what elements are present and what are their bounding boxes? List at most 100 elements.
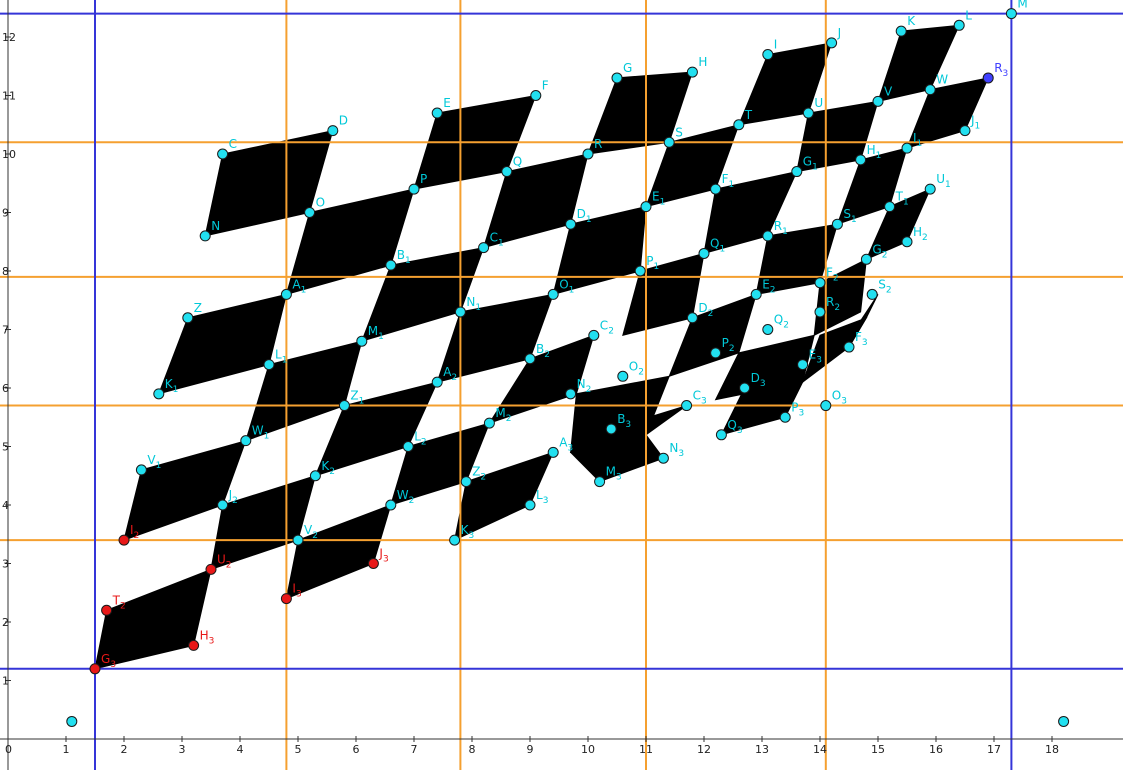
- point-Q2[interactable]: [762, 324, 774, 335]
- point-J3[interactable]: [367, 558, 379, 569]
- point-C1[interactable]: [478, 242, 490, 254]
- point-label-O3: O3: [832, 389, 847, 407]
- point-S1[interactable]: [831, 218, 843, 230]
- point-L2[interactable]: [402, 441, 414, 452]
- point-U[interactable]: [802, 107, 814, 119]
- point-L1[interactable]: [263, 359, 275, 371]
- point-O[interactable]: [304, 207, 316, 218]
- point-I[interactable]: [762, 49, 774, 61]
- point-D[interactable]: [327, 125, 339, 137]
- point-label-N3: N3: [669, 441, 684, 459]
- point-label-M3: M3: [606, 465, 622, 483]
- point-U2[interactable]: [205, 563, 217, 575]
- point-O1[interactable]: [547, 288, 559, 300]
- point-K3[interactable]: [449, 534, 461, 546]
- point-R3[interactable]: [982, 72, 994, 84]
- point-F[interactable]: [530, 90, 542, 101]
- point-M[interactable]: [1005, 8, 1017, 20]
- point-E[interactable]: [431, 107, 443, 119]
- point-H1[interactable]: [855, 154, 867, 166]
- point-P1[interactable]: [634, 265, 646, 277]
- point-unnamed-89[interactable]: [1058, 715, 1070, 727]
- point-C2[interactable]: [588, 329, 600, 341]
- point-L3[interactable]: [524, 499, 536, 511]
- point-W1[interactable]: [240, 435, 252, 447]
- point-O3[interactable]: [820, 400, 832, 412]
- point-Q3[interactable]: [715, 429, 727, 441]
- point-G2[interactable]: [860, 253, 872, 265]
- point-R1[interactable]: [762, 230, 774, 242]
- point-T1[interactable]: [884, 201, 896, 213]
- point-F2[interactable]: [814, 277, 826, 289]
- point-L[interactable]: [953, 19, 965, 31]
- point-H3[interactable]: [188, 639, 200, 651]
- point-E1[interactable]: [640, 201, 652, 213]
- point-B3[interactable]: [605, 423, 617, 435]
- point-O2[interactable]: [617, 370, 629, 382]
- point-A2[interactable]: [431, 376, 443, 388]
- point-S2[interactable]: [866, 288, 878, 300]
- point-D3[interactable]: [739, 382, 751, 394]
- point-C3[interactable]: [681, 400, 693, 412]
- point-B2[interactable]: [524, 353, 536, 365]
- point-A1[interactable]: [280, 288, 292, 300]
- point-T2[interactable]: [101, 604, 113, 616]
- point-E2[interactable]: [750, 288, 762, 300]
- point-R[interactable]: [582, 148, 594, 160]
- points-layer[interactable]: [66, 8, 1070, 727]
- point-I3[interactable]: [280, 593, 292, 605]
- point-Q[interactable]: [501, 166, 513, 178]
- point-F3[interactable]: [843, 341, 855, 353]
- point-W[interactable]: [924, 84, 936, 96]
- point-G3[interactable]: [89, 663, 101, 675]
- point-H[interactable]: [686, 66, 698, 78]
- point-K1[interactable]: [153, 388, 165, 400]
- point-T[interactable]: [733, 119, 745, 131]
- point-N1[interactable]: [454, 306, 466, 318]
- point-Z[interactable]: [182, 312, 194, 324]
- point-I2[interactable]: [118, 534, 130, 546]
- point-K2[interactable]: [309, 470, 321, 482]
- point-S[interactable]: [663, 136, 675, 148]
- point-F1[interactable]: [710, 183, 722, 195]
- point-P2[interactable]: [710, 347, 722, 359]
- point-M1[interactable]: [356, 335, 368, 347]
- point-W2[interactable]: [385, 499, 397, 511]
- point-A3[interactable]: [547, 446, 559, 458]
- point-J[interactable]: [826, 37, 838, 49]
- point-unnamed-88[interactable]: [66, 715, 78, 727]
- point-N2[interactable]: [565, 388, 577, 400]
- point-Z1[interactable]: [338, 400, 350, 412]
- point-V[interactable]: [872, 95, 884, 107]
- point-P3[interactable]: [779, 411, 791, 423]
- point-D2[interactable]: [686, 312, 698, 324]
- point-label-M2: M2: [495, 406, 511, 424]
- point-C[interactable]: [217, 148, 229, 160]
- point-D1[interactable]: [565, 218, 577, 230]
- point-label-H3: H3: [200, 628, 215, 646]
- point-U1[interactable]: [924, 183, 936, 195]
- point-label-U2: U2: [217, 552, 232, 570]
- point-Q1[interactable]: [698, 247, 710, 259]
- point-M2[interactable]: [483, 417, 495, 429]
- point-K[interactable]: [895, 25, 907, 37]
- point-R2[interactable]: [814, 306, 826, 318]
- point-B1[interactable]: [385, 259, 397, 271]
- point-H2[interactable]: [901, 236, 913, 248]
- point-E3[interactable]: [797, 359, 809, 371]
- point-M3[interactable]: [594, 476, 606, 488]
- point-V1[interactable]: [135, 464, 147, 476]
- point-Z2[interactable]: [460, 476, 472, 488]
- point-label-Q1: Q1: [710, 236, 725, 254]
- point-G1[interactable]: [791, 166, 803, 178]
- point-V2[interactable]: [292, 534, 304, 546]
- point-N[interactable]: [199, 230, 211, 242]
- point-P[interactable]: [408, 183, 420, 195]
- point-J1[interactable]: [959, 125, 971, 137]
- point-G[interactable]: [611, 72, 623, 84]
- point-label-J1: J1: [970, 114, 980, 132]
- point-N3[interactable]: [657, 452, 669, 464]
- point-I1[interactable]: [901, 142, 913, 154]
- point-J2[interactable]: [217, 499, 229, 511]
